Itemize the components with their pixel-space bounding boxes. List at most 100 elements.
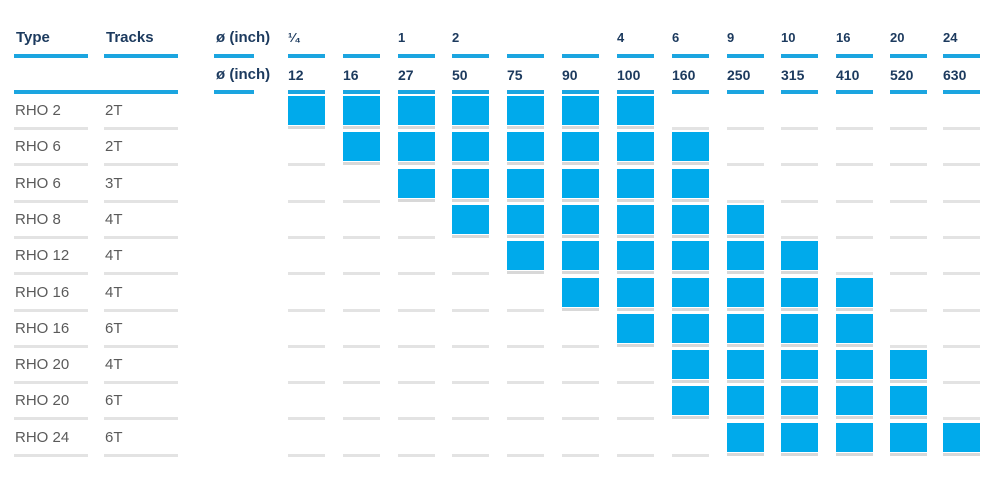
- compatibility-cell: [781, 386, 818, 416]
- empty-cell-marker: [562, 417, 599, 421]
- column-mm-underline: [452, 90, 489, 94]
- row-separator: [104, 453, 178, 457]
- compatibility-cell: [672, 132, 709, 162]
- empty-cell-marker: [343, 199, 380, 203]
- cell-shadow: [672, 271, 709, 275]
- column-inch-label: 6: [672, 30, 680, 45]
- column-inch-underline: [836, 54, 873, 58]
- empty-cell-marker: [672, 127, 709, 130]
- column-mm-underline: [672, 90, 709, 94]
- empty-cell-marker: [727, 127, 764, 130]
- compatibility-cell: [727, 386, 764, 416]
- row-type-label: RHO 12: [15, 247, 70, 265]
- column-inch-underline: [781, 54, 818, 58]
- compatibility-cell: [781, 422, 818, 452]
- cell-shadow: [507, 234, 544, 238]
- cell-shadow: [836, 343, 873, 347]
- column-mm-underline: [288, 90, 325, 94]
- empty-cell-marker: [343, 235, 380, 239]
- empty-cell-marker: [343, 272, 380, 276]
- row-separator: [104, 344, 178, 348]
- empty-cell-marker: [890, 344, 927, 348]
- row-separator: [104, 199, 178, 203]
- empty-cell-marker: [398, 344, 435, 348]
- empty-cell-marker: [943, 199, 980, 203]
- compatibility-cell: [452, 204, 489, 234]
- column-mm-label: 27: [398, 67, 414, 83]
- compatibility-cell: [288, 96, 325, 125]
- compatibility-cell: [890, 422, 927, 452]
- empty-cell-marker: [288, 417, 325, 421]
- cell-shadow: [343, 126, 380, 129]
- cell-shadow: [617, 307, 654, 311]
- row-tracks-label: 4T: [105, 283, 123, 301]
- column-mm-label: 410: [836, 67, 860, 83]
- empty-cell-marker: [288, 381, 325, 385]
- compatibility-cell: [507, 96, 544, 125]
- row-type-label: RHO 24: [15, 428, 70, 446]
- compatibility-cell: [727, 422, 764, 452]
- compatibility-cell: [398, 132, 435, 162]
- empty-cell-marker: [617, 417, 654, 421]
- compatibility-cell: [836, 350, 873, 380]
- row-separator: [14, 453, 88, 457]
- column-inch-underline: [562, 54, 599, 58]
- compatibility-cell: [672, 168, 709, 198]
- row-type-label: RHO 6: [15, 138, 61, 156]
- empty-cell-marker: [672, 453, 709, 457]
- compatibility-cell: [727, 350, 764, 380]
- type-header-underline: [14, 54, 88, 58]
- cell-shadow: [562, 307, 599, 311]
- row-type-label: RHO 16: [15, 283, 70, 301]
- cell-shadow: [562, 126, 599, 129]
- empty-cell-marker: [507, 453, 544, 457]
- row-separator: [14, 235, 88, 239]
- empty-cell-marker: [890, 163, 927, 167]
- column-inch-underline: [507, 54, 544, 58]
- compatibility-cell: [507, 241, 544, 271]
- compatibility-cell: [507, 204, 544, 234]
- row-separator: [14, 308, 88, 312]
- column-inch-label: 24: [943, 30, 958, 45]
- cell-shadow: [672, 416, 709, 420]
- cell-shadow: [943, 452, 980, 456]
- column-inch-label: 9: [727, 30, 735, 45]
- column-inch-label: 1: [398, 30, 406, 45]
- compatibility-cell: [890, 350, 927, 380]
- empty-cell-marker: [452, 453, 489, 457]
- cell-shadow: [617, 271, 654, 275]
- empty-cell-marker: [452, 417, 489, 421]
- cell-shadow: [727, 234, 764, 238]
- compatibility-cell: [398, 168, 435, 198]
- cell-shadow: [672, 234, 709, 238]
- row-tracks-label: 2T: [105, 102, 123, 119]
- cell-shadow: [562, 162, 599, 166]
- row-separator: [104, 272, 178, 276]
- column-inch-underline: [343, 54, 380, 58]
- row-separator: [104, 417, 178, 421]
- empty-cell-marker: [452, 308, 489, 312]
- empty-cell-marker: [890, 308, 927, 312]
- empty-cell-marker: [288, 272, 325, 276]
- row-separator: [14, 272, 88, 276]
- cell-shadow: [617, 126, 654, 129]
- empty-cell-marker: [943, 417, 980, 421]
- empty-cell-marker: [507, 308, 544, 312]
- cell-shadow: [452, 234, 489, 238]
- column-mm-underline: [781, 90, 818, 94]
- compatibility-cell: [672, 241, 709, 271]
- empty-cell-marker: [617, 453, 654, 457]
- empty-cell-marker: [890, 199, 927, 203]
- column-inch-underline: [943, 54, 980, 58]
- empty-cell-marker: [398, 453, 435, 457]
- row-tracks-label: 2T: [105, 138, 123, 156]
- column-mm-label: 520: [890, 67, 914, 83]
- compatibility-cell: [836, 386, 873, 416]
- compatibility-cell: [562, 204, 599, 234]
- cell-shadow: [343, 162, 380, 166]
- row-separator: [104, 381, 178, 385]
- column-mm-label: 12: [288, 67, 304, 83]
- empty-cell-marker: [836, 235, 873, 239]
- row-separator: [104, 127, 178, 130]
- tracks-header: Tracks: [106, 29, 154, 46]
